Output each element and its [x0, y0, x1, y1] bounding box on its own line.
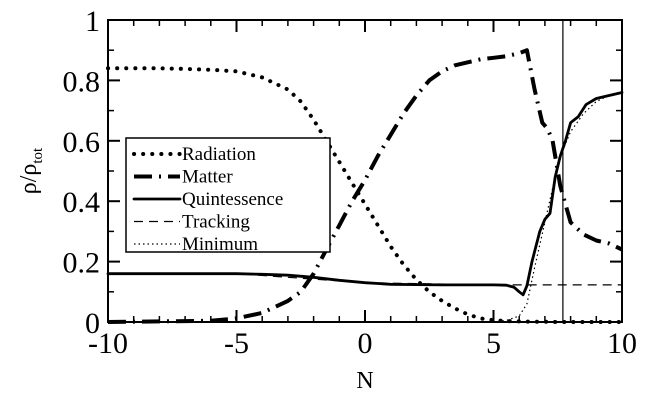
x-tick-label: 0: [358, 327, 373, 360]
legend-label: Matter: [182, 167, 233, 188]
y-axis-label-subscript: tot: [30, 147, 46, 164]
x-tick-label: -10: [88, 327, 128, 360]
legend-items: RadiationMatterQuintessenceTrackingMinim…: [132, 144, 283, 255]
y-tick-label: 1: [85, 5, 100, 38]
legend: RadiationMatterQuintessenceTrackingMinim…: [125, 137, 331, 255]
y-tick-label: 0.2: [63, 247, 101, 280]
y-tick-label: 0: [85, 307, 100, 340]
x-tick-label: 10: [607, 327, 637, 360]
x-tick-label: -5: [224, 327, 249, 360]
series-line-matter: [107, 48, 623, 324]
y-tick-label: 0.4: [63, 186, 101, 219]
series-line-quintessence: [106, 91, 624, 297]
legend-label: Tracking: [182, 212, 250, 233]
y-axis-label: ρ/ρtot: [16, 147, 46, 194]
tick-layer: -10 -5 0 5 10 0 0.2 0.4 0.6 0.8 1: [63, 5, 638, 360]
y-axis-label-main: ρ/ρ: [16, 164, 42, 195]
legend-box: [125, 137, 331, 253]
legend-label: Radiation: [182, 144, 256, 165]
series-line-tracking: [108, 273, 622, 286]
x-axis-label: N: [356, 368, 373, 391]
legend-label: Quintessence: [182, 189, 283, 210]
x-tick-label: 5: [486, 327, 501, 360]
y-tick-label: 0.6: [63, 126, 101, 159]
y-tick-label: 0.8: [63, 65, 101, 98]
legend-label: Minimum: [182, 234, 258, 255]
